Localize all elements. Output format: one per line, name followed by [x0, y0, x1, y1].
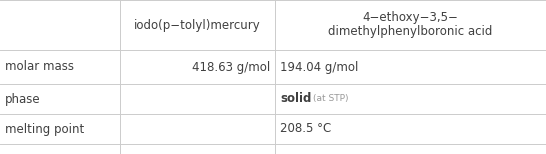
Text: solid: solid: [280, 93, 311, 105]
Text: 4−ethoxy−3,5−: 4−ethoxy−3,5−: [363, 12, 459, 24]
Text: 418.63 g/mol: 418.63 g/mol: [192, 61, 270, 73]
Text: (at STP): (at STP): [313, 95, 348, 103]
Text: dimethylphenylboronic acid: dimethylphenylboronic acid: [328, 26, 492, 38]
Text: molar mass: molar mass: [5, 61, 74, 73]
Text: iodo(p−tolyl)mercury: iodo(p−tolyl)mercury: [134, 18, 261, 32]
Text: 194.04 g/mol: 194.04 g/mol: [280, 61, 358, 73]
Text: phase: phase: [5, 93, 40, 105]
Text: melting point: melting point: [5, 122, 84, 136]
Text: 208.5 °C: 208.5 °C: [280, 122, 331, 136]
